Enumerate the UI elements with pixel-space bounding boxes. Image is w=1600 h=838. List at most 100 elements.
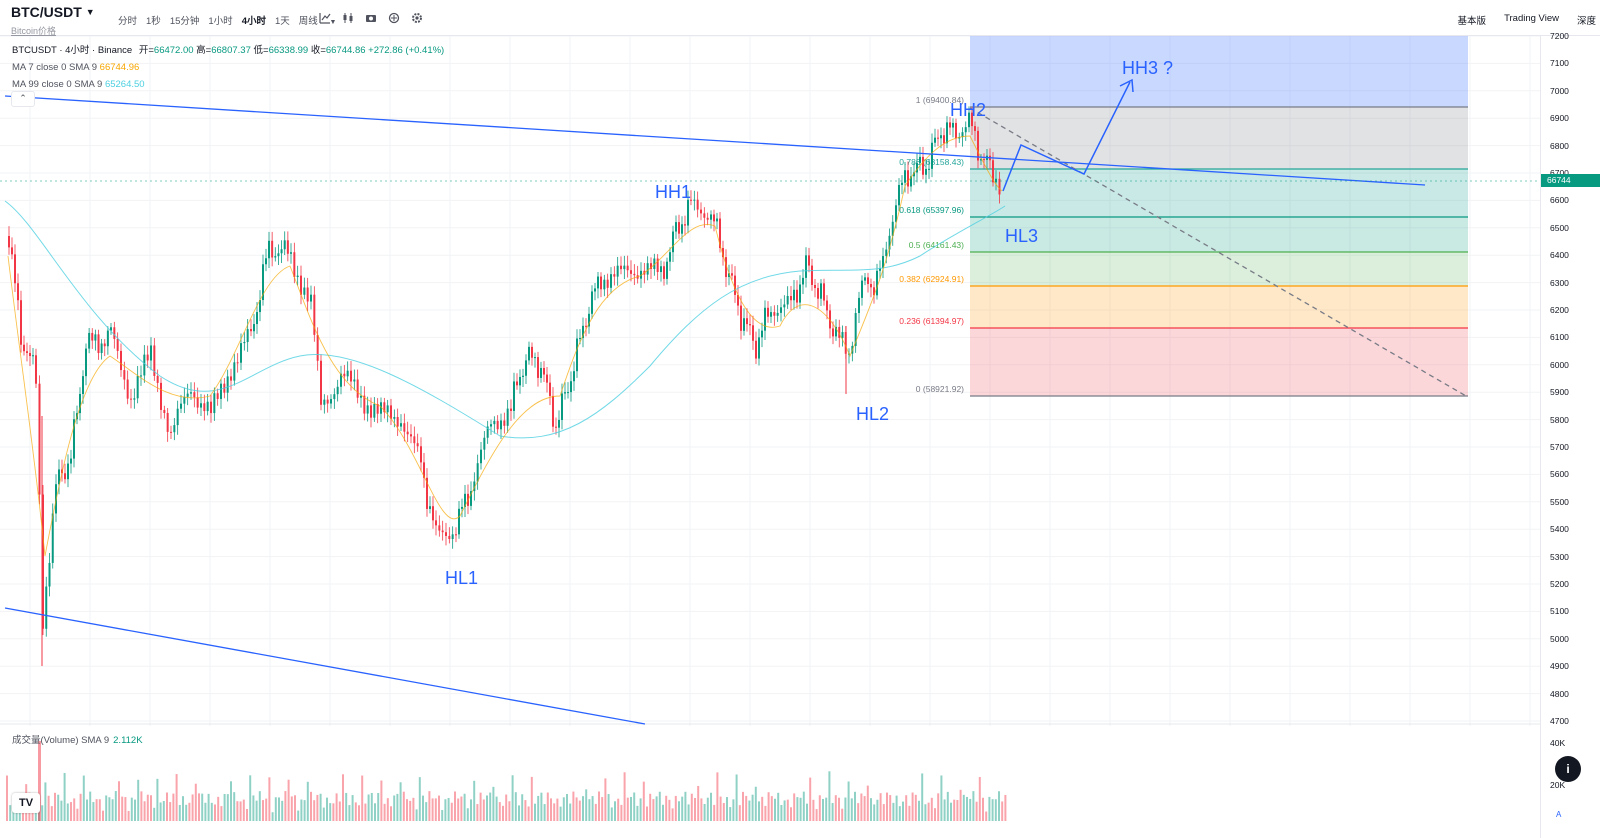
high-value: 66807.37 — [211, 45, 251, 56]
ma99-line — [4, 200, 1006, 439]
candle-body — [854, 313, 857, 346]
candle-body — [767, 307, 769, 317]
fib-level-label: 0.382 (62924.91) — [899, 274, 964, 284]
volume-bar — [294, 795, 296, 821]
candle-body — [693, 199, 696, 201]
candle-body — [793, 289, 795, 301]
volume-bar — [345, 792, 348, 821]
interval-tab-tick[interactable]: 分时 — [118, 16, 138, 27]
interval-tab-15m[interactable]: 15分钟 — [169, 16, 200, 27]
candle-body — [576, 338, 578, 372]
volume-bar — [764, 805, 767, 821]
candle-body — [722, 248, 724, 258]
fib-level-label: 1 (69400.84) — [916, 95, 964, 105]
candle-body — [438, 525, 441, 531]
volume-bar — [882, 804, 885, 821]
price-tick: 5900 — [1550, 387, 1569, 398]
candle-body — [814, 284, 816, 289]
interval-tab-4h[interactable]: 4小时 — [241, 16, 266, 27]
volume-bar — [383, 803, 386, 821]
candle-body — [623, 265, 626, 270]
volume-bar — [911, 792, 914, 821]
gear-icon[interactable] — [410, 11, 424, 25]
interval-tab-1w[interactable]: 周线 ▼ — [299, 13, 346, 27]
volume-bar — [863, 796, 866, 821]
volume-bar — [380, 780, 383, 821]
candle-body — [393, 417, 396, 419]
interval-tabs: 分时 1秒 15分钟 1小时 4小时 1天 周线 ▼ — [118, 13, 354, 27]
candle-body — [326, 399, 329, 404]
floating-action-button[interactable]: i — [1555, 756, 1581, 782]
volume-bar — [434, 798, 437, 821]
candle-body — [958, 137, 961, 139]
candle-body — [356, 379, 359, 398]
candle-body — [316, 334, 319, 361]
symbol-selector[interactable]: BTC/USDT ▼ — [11, 4, 95, 20]
candle-body — [919, 156, 921, 163]
volume-bar — [374, 803, 376, 821]
volume-bar — [226, 794, 229, 821]
volume-bar — [377, 793, 380, 821]
volume-tick: 40K — [1550, 738, 1566, 748]
depth-link[interactable]: 深度 — [1576, 16, 1596, 27]
volume-bar — [159, 802, 162, 821]
volume-bar — [473, 780, 476, 821]
candle-body — [91, 332, 94, 341]
volume-bar — [566, 794, 568, 821]
ma99-line[interactable]: MA 99 close 0 SMA 9 65264.50 — [12, 76, 444, 93]
tradingview-logo-icon[interactable]: TV — [12, 793, 40, 813]
price-chart[interactable]: 1 (69400.84)0.786 (68158.43)0.618 (65397… — [0, 36, 1540, 838]
crosshair-icon[interactable] — [387, 11, 401, 25]
candle-body — [546, 374, 548, 383]
volume-bar — [316, 794, 319, 821]
ma7-line[interactable]: MA 7 close 0 SMA 9 66744.96 — [12, 59, 444, 76]
tradingview-link[interactable]: Trading View — [1504, 13, 1559, 24]
candle-body — [293, 252, 296, 278]
ohlc-line: BTCUSDT · 4小时 · Binance 开=66472.00 高=668… — [12, 42, 444, 59]
indicator-icon[interactable] — [318, 11, 332, 25]
pair-label: BTCUSDT · 4小时 · Binance — [12, 45, 133, 56]
volume-bar — [550, 798, 552, 821]
volume-bar — [335, 793, 338, 821]
candle-body — [949, 122, 951, 128]
price-tick: 5000 — [1550, 633, 1569, 644]
candle-body — [483, 437, 486, 450]
volume-bar — [630, 796, 632, 821]
interval-tab-1d[interactable]: 1天 — [274, 16, 290, 27]
candle-body — [230, 376, 232, 381]
candle-body — [882, 256, 884, 269]
wave-annotation: HH2 — [950, 100, 986, 120]
basic-view-link[interactable]: 基本版 — [1457, 16, 1487, 27]
volume-bar — [486, 795, 488, 821]
interval-tab-1s[interactable]: 1秒 — [146, 16, 161, 27]
camera-icon[interactable] — [364, 11, 378, 25]
candle-body — [23, 344, 25, 352]
volume-bar — [658, 791, 661, 821]
candle-body — [333, 394, 336, 400]
volume-bar — [470, 799, 472, 821]
volume-bar — [268, 777, 271, 821]
auto-scale-button[interactable]: A — [1556, 810, 1562, 819]
collapse-legend-button[interactable]: ⌃ — [11, 91, 35, 107]
candle-body — [922, 156, 924, 175]
candle-body — [216, 393, 219, 399]
candle-body — [879, 268, 881, 271]
candle-body — [160, 382, 162, 410]
candle-body — [473, 481, 476, 492]
volume-bar — [879, 793, 882, 821]
candle-body — [403, 423, 406, 432]
symbol-subtitle-link[interactable]: Bitcoin价格 — [11, 26, 57, 36]
candle-body — [977, 130, 979, 161]
candle-body — [633, 273, 636, 276]
candle-type-icon[interactable] — [341, 11, 355, 25]
candle-body — [790, 296, 792, 301]
volume-bar — [223, 793, 226, 821]
volume-bar — [860, 793, 863, 821]
price-axis[interactable]: 7200 7100 7000 6900 6800 6700 6600 6500 6400 6300… — [1540, 31, 1600, 838]
candle-body — [451, 534, 454, 540]
candle-body — [700, 209, 702, 214]
candle-body — [561, 393, 563, 420]
interval-tab-1h[interactable]: 1小时 — [208, 16, 233, 27]
volume-bar — [815, 809, 818, 821]
candle-body — [503, 420, 506, 426]
